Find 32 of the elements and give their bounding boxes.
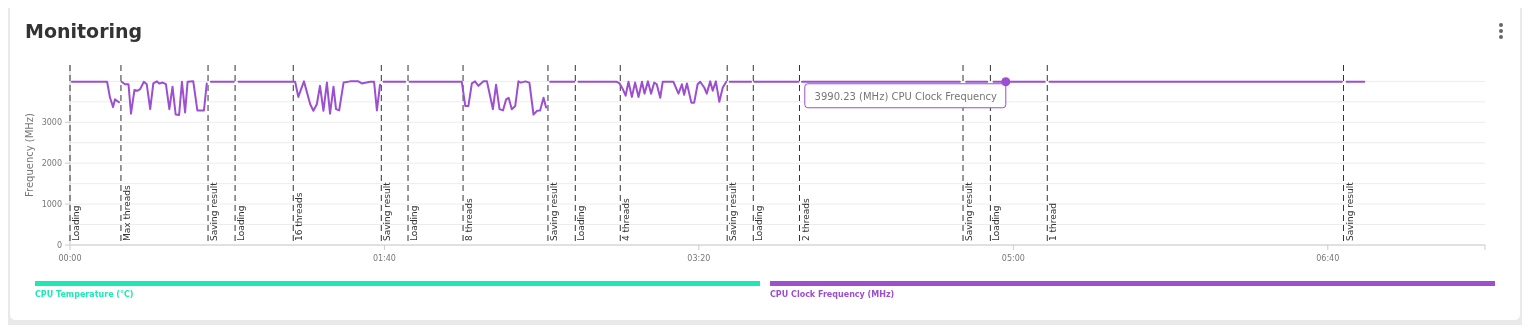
ref-line-label: Saving result	[728, 181, 739, 241]
legend-label: CPU Temperature (°C)	[35, 290, 134, 299]
ref-line-label: 8 threads	[464, 197, 475, 241]
ref-line-label: Loading	[754, 205, 765, 241]
ref-line-label: 16 threads	[294, 192, 305, 241]
ref-line-label: 1 thread	[1048, 202, 1059, 241]
ref-line-label: Saving result	[964, 181, 975, 241]
y-tick-label: 1000	[41, 200, 62, 210]
ref-line-label: Loading	[409, 205, 420, 241]
ref-line-label: Loading	[236, 205, 247, 241]
ref-line-label: Max threads	[121, 185, 132, 241]
annotation: 3990.23 (MHz) CPU Clock Frequency	[814, 90, 998, 102]
ref-line-label: Saving result	[209, 181, 220, 241]
ref-line-label: Saving result	[382, 181, 393, 241]
ref-line-label: Saving result	[548, 181, 559, 241]
ref-line-label: Loading	[991, 205, 1002, 241]
y-axis-title: Frequency (MHz)	[24, 112, 35, 198]
y-tick-label: 3000	[41, 118, 62, 128]
y-tick-label: 0	[56, 241, 62, 250]
chart-title: Monitoring	[25, 20, 143, 42]
ref-line-label: Loading	[71, 205, 81, 241]
text: CPU Clock Frequency (MHz)	[770, 290, 895, 299]
ref-line-label: 2 threads	[800, 197, 811, 241]
y-tick-label: 2000	[41, 159, 62, 169]
x-tick-label: 01:40	[372, 254, 396, 263]
x-tick-label: 00:00	[58, 254, 82, 263]
ref-line-label: Loading	[576, 205, 587, 241]
x-tick-label: 05:00	[1001, 254, 1025, 263]
x-tick-label: 06:40	[1316, 254, 1340, 263]
ref-line-label: 4 threads	[621, 197, 632, 241]
x-tick-label: 03:20	[687, 254, 711, 263]
ref-line-label: Saving result	[1344, 181, 1355, 241]
